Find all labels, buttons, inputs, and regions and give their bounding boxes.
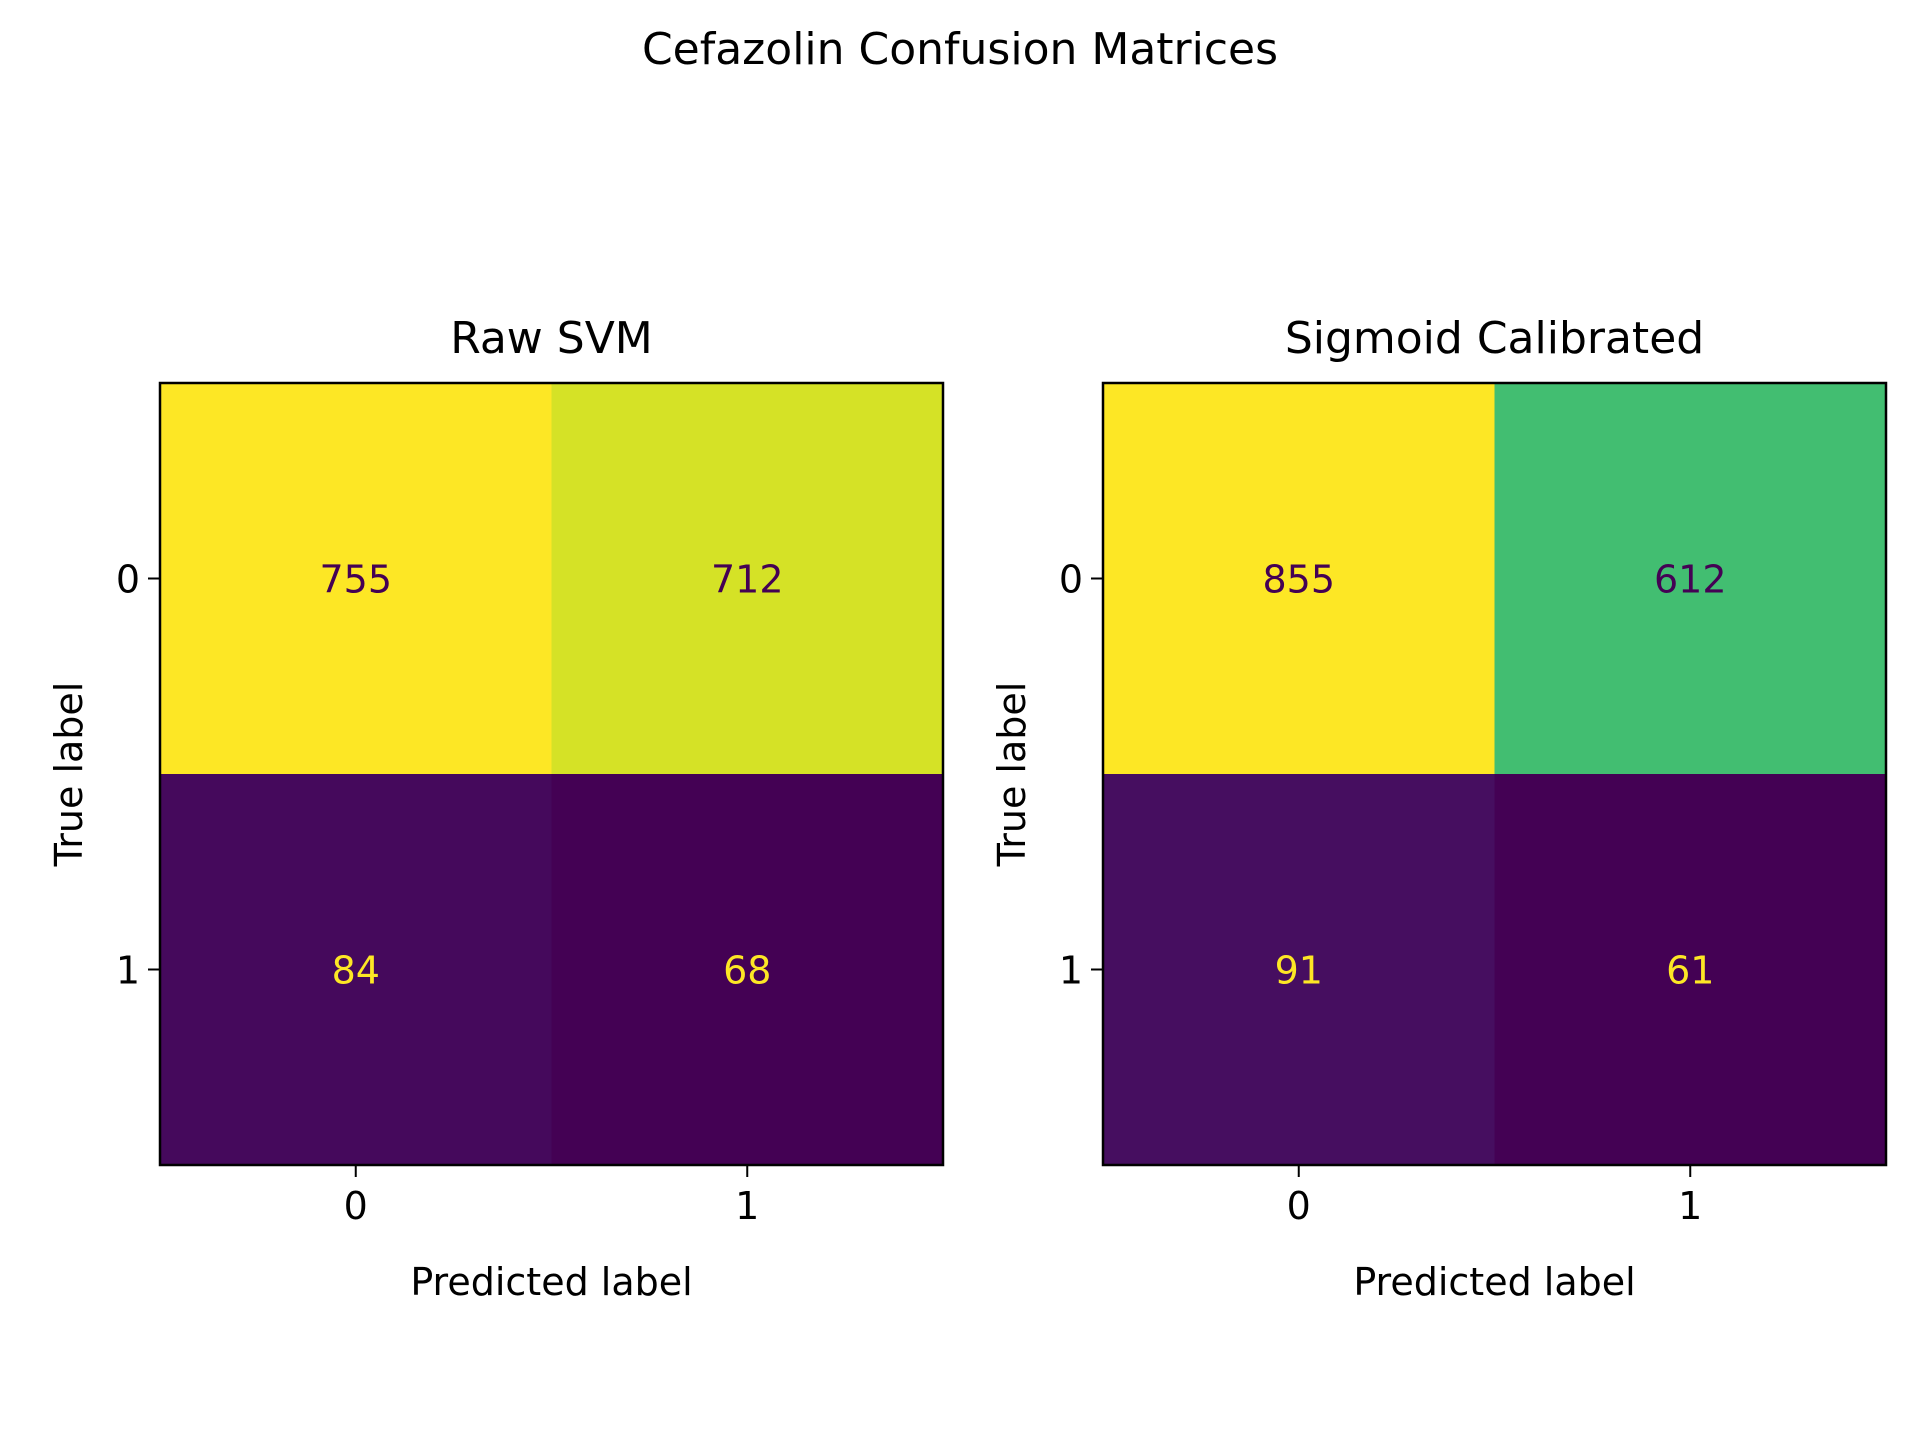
panel-2-cell-0-1 (1494, 383, 1886, 774)
panel-1-cell-0-0 (160, 383, 552, 774)
panel-1-cell-1-0 (160, 774, 552, 1165)
panel-1-cell-label-0-0: 755 (319, 558, 392, 602)
panel-2-ytick-label-1: 1 (1059, 949, 1083, 993)
panel-1-xtick-label-1: 1 (735, 1184, 759, 1228)
panel-2-cell-1-0 (1103, 774, 1495, 1165)
panel-2-title: Sigmoid Calibrated (1285, 313, 1704, 364)
panel-2-cell-1-1 (1494, 774, 1886, 1165)
panel-1-cell-1-1 (551, 774, 943, 1165)
panel-2-frame (1101, 381, 1888, 1167)
panel-1-xtick-label-0: 0 (344, 1184, 368, 1228)
panel-2-cell-0-0 (1103, 383, 1495, 774)
panel-2-cell-label-1-1: 61 (1666, 949, 1714, 993)
panel-2-cell-label-0-1: 612 (1654, 558, 1727, 602)
panel-1-frame (158, 381, 945, 1167)
panel-1-ytick-label-0: 0 (116, 558, 140, 602)
panel-2-ylabel: True label (990, 682, 1034, 868)
figure-title: Cefazolin Confusion Matrices (641, 24, 1279, 75)
panel-2-xtick-label-1: 1 (1678, 1184, 1702, 1228)
panel-2-cell-label-0-0: 855 (1262, 558, 1335, 602)
panel-2-cell-label-1-0: 91 (1275, 949, 1323, 993)
panel-1-cell-label-0-1: 712 (711, 558, 784, 602)
panel-1-ylabel: True label (47, 682, 91, 868)
panel-1-ytick-label-1: 1 (116, 949, 140, 993)
panel-2-ytick-label-0: 0 (1059, 558, 1083, 602)
panel-1-cell-label-1-1: 68 (723, 949, 771, 993)
panel-1-title: Raw SVM (450, 313, 653, 364)
panel-2-xlabel: Predicted label (1353, 1260, 1635, 1304)
panel-2-xtick-label-0: 0 (1287, 1184, 1311, 1228)
panel-1-cell-0-1 (551, 383, 943, 774)
panel-1-xlabel: Predicted label (410, 1260, 692, 1304)
panel-1-cell-label-1-0: 84 (332, 949, 380, 993)
